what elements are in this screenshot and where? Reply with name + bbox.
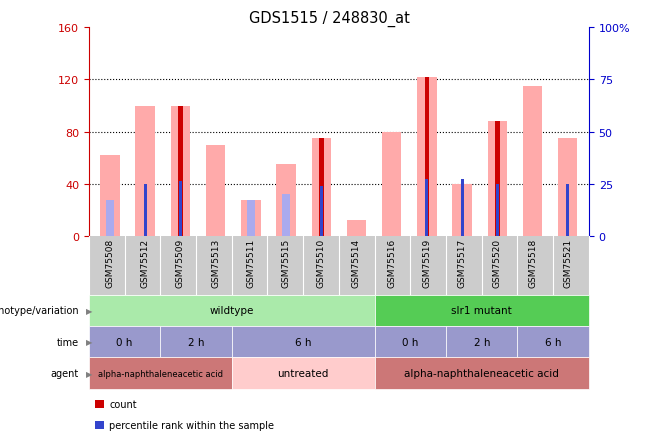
Bar [206, 145, 225, 237]
Bar [276, 165, 295, 237]
Text: slr1 mutant: slr1 mutant [451, 306, 512, 316]
Text: ▶: ▶ [86, 369, 92, 378]
Bar [247, 200, 255, 237]
Bar [241, 200, 261, 237]
Text: ▶: ▶ [86, 338, 92, 346]
Text: time: time [57, 337, 79, 347]
Bar [106, 200, 114, 237]
Text: alpha-naphthaleneacetic acid: alpha-naphthaleneacetic acid [98, 369, 223, 378]
Bar [424, 78, 429, 237]
Text: 0 h: 0 h [402, 337, 418, 347]
Bar [461, 179, 464, 237]
Text: agent: agent [51, 368, 79, 378]
Text: percentile rank within the sample: percentile rank within the sample [109, 420, 274, 430]
Bar [143, 184, 147, 237]
Text: 2 h: 2 h [474, 337, 490, 347]
Text: alpha-naphthaleneacetic acid: alpha-naphthaleneacetic acid [404, 368, 559, 378]
Bar [453, 184, 472, 237]
Bar [488, 122, 507, 237]
Bar [312, 139, 331, 237]
Text: genotype/variation: genotype/variation [0, 306, 79, 316]
Text: GDS1515 / 248830_at: GDS1515 / 248830_at [249, 11, 409, 27]
Text: count: count [109, 399, 137, 409]
Bar [558, 139, 578, 237]
Bar [417, 78, 437, 237]
Bar [495, 122, 499, 237]
Bar [566, 184, 569, 237]
Bar [425, 179, 428, 237]
Bar [320, 187, 323, 237]
Bar [523, 87, 542, 237]
Text: 6 h: 6 h [545, 337, 561, 347]
Text: 6 h: 6 h [295, 337, 311, 347]
Bar [100, 156, 120, 237]
Bar [347, 221, 366, 237]
Bar [495, 184, 499, 237]
Bar [170, 106, 190, 237]
Text: 0 h: 0 h [116, 337, 133, 347]
Text: untreated: untreated [278, 368, 329, 378]
Text: ▶: ▶ [86, 306, 92, 315]
Bar [179, 182, 182, 237]
Text: wildtype: wildtype [209, 306, 254, 316]
Bar [319, 139, 324, 237]
Text: 2 h: 2 h [188, 337, 204, 347]
Bar [178, 106, 183, 237]
Bar [382, 132, 401, 237]
Bar [282, 195, 290, 237]
Bar [136, 106, 155, 237]
